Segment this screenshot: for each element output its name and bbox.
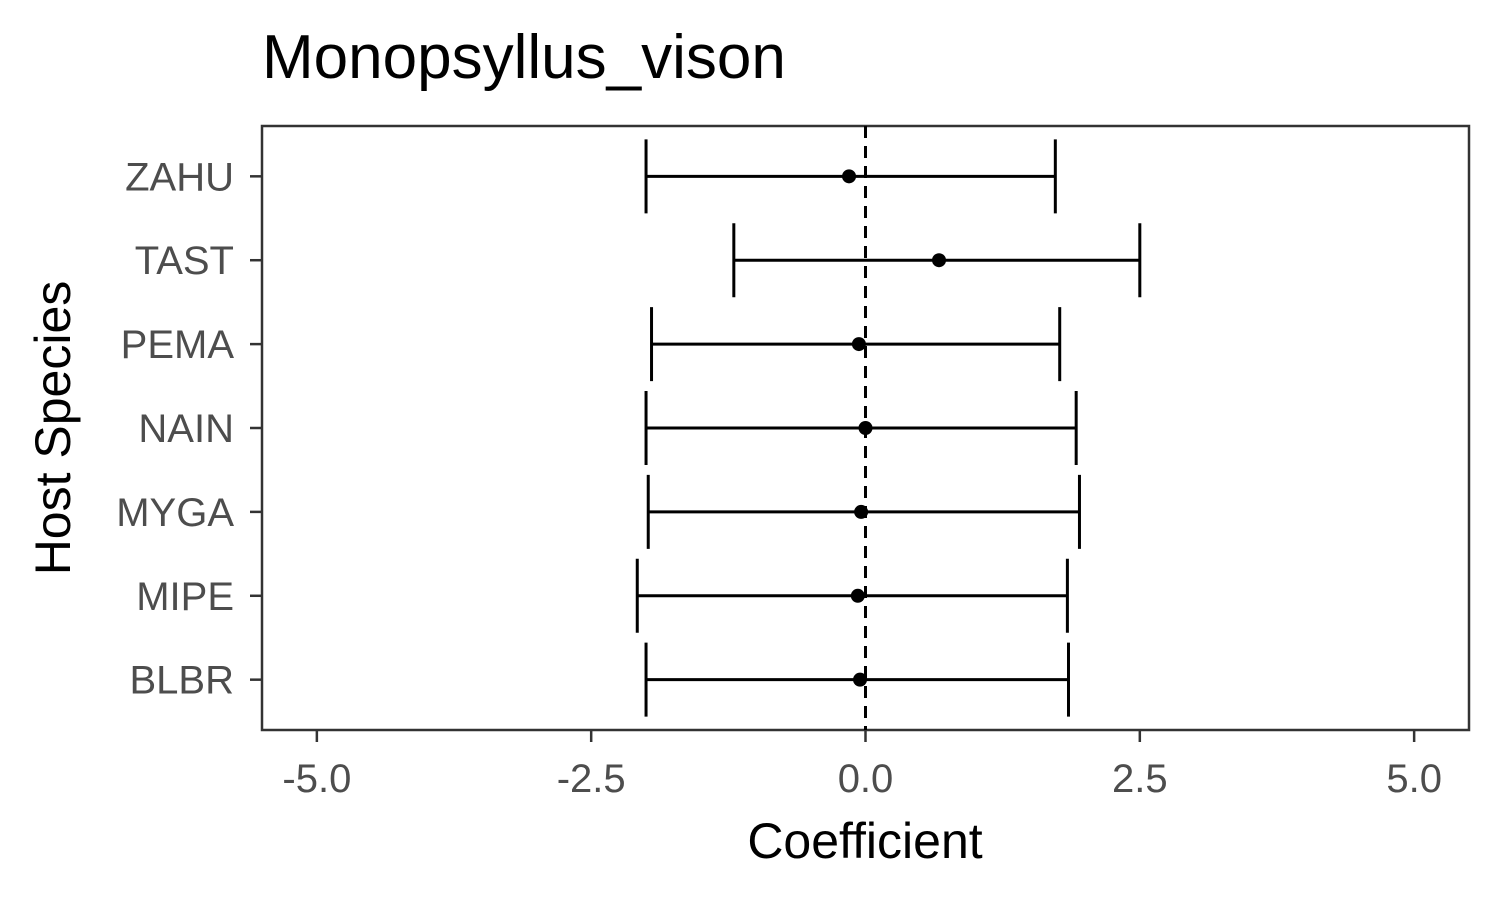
x-axis: -5.0 -2.5 0.0 2.5 5.0 (282, 730, 1442, 801)
point-tast (932, 253, 947, 268)
y-tick-label-nain: NAIN (138, 407, 234, 451)
y-tick-label-pema: PEMA (121, 323, 235, 367)
y-tick-label-mipe: MIPE (136, 575, 234, 619)
x-tick-label-4: 5.0 (1386, 757, 1442, 801)
y-tick-label-tast: TAST (135, 239, 234, 283)
y-tick-label-zahu: ZAHU (125, 155, 234, 199)
point-pema (851, 337, 866, 352)
y-axis-title: Host Species (25, 281, 81, 576)
y-axis: ZAHU TAST PEMA NAIN MYGA MIPE BLBR (116, 155, 262, 703)
chart-marks (635, 126, 1142, 730)
y-tick-label-myga: MYGA (116, 491, 234, 535)
point-zahu (842, 169, 857, 184)
x-tick-label-2: 0.0 (838, 757, 894, 801)
x-tick-label-3: 2.5 (1112, 757, 1168, 801)
point-myga (854, 504, 869, 519)
point-nain (858, 421, 873, 435)
x-tick-label-1: -2.5 (557, 757, 626, 801)
x-axis-title: Coefficient (747, 813, 982, 869)
point-mipe (850, 588, 865, 603)
x-tick-label-0: -5.0 (282, 757, 351, 801)
y-tick-label-blbr: BLBR (130, 659, 235, 703)
chart-title: Monopsyllus_vison (262, 23, 786, 92)
point-blbr (853, 672, 868, 687)
